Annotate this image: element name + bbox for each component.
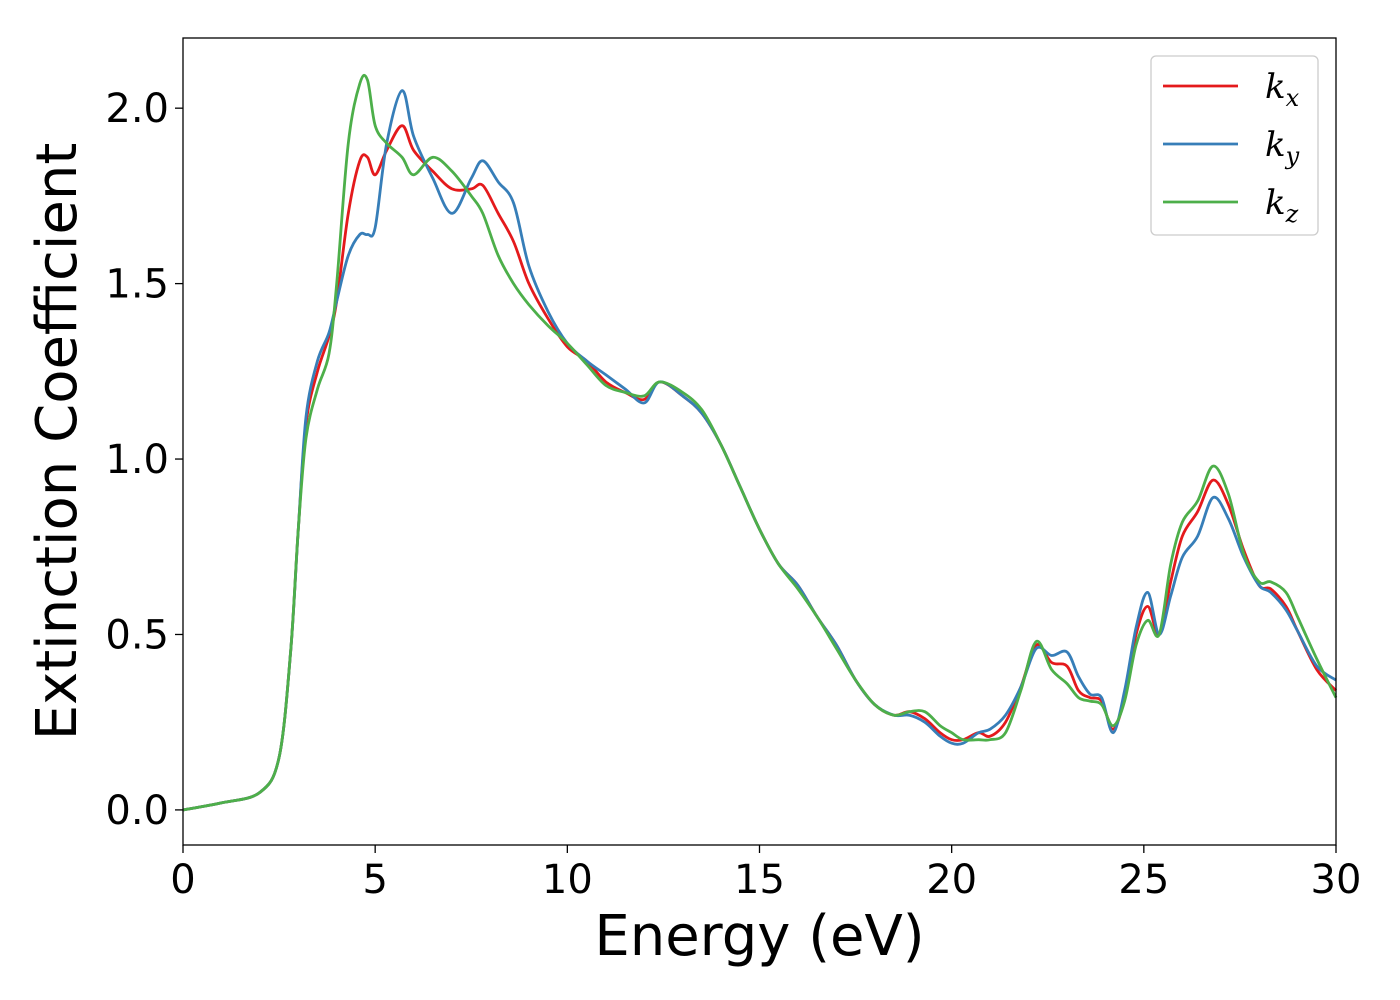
series-line-z <box>182 73 1338 812</box>
legend-label-z: kz <box>1265 183 1299 228</box>
legend-label-base: k <box>1265 125 1286 165</box>
series-layer <box>182 73 1338 812</box>
y-tick-label: 1.5 <box>105 262 169 308</box>
legend-label-x: kx <box>1265 67 1300 112</box>
x-tick-label: 15 <box>734 857 785 903</box>
x-tick-label: 5 <box>362 857 387 903</box>
legend-label-y: ky <box>1265 125 1300 170</box>
legend-label-subscript: y <box>1285 142 1300 170</box>
y-tick-label: 0.5 <box>105 612 169 658</box>
x-tick-label: 25 <box>1118 857 1169 903</box>
x-tick-label: 10 <box>542 857 593 903</box>
legend-box <box>1150 55 1319 236</box>
legend-label-subscript: x <box>1286 84 1300 112</box>
ticks-layer: 0 5 10 15 20 25 30 0.0 0.5 1.0 1.5 2.0 <box>105 86 1361 903</box>
legend-label-base: k <box>1265 183 1286 223</box>
y-axis-title: Extinction Coefficient <box>25 143 90 741</box>
y-tick-label: 0.0 <box>105 788 169 834</box>
x-tick-label: 20 <box>926 857 977 903</box>
y-tick-label: 2.0 <box>105 86 169 132</box>
x-axis-title: Energy (eV) <box>594 904 924 969</box>
x-tick-label: 30 <box>1311 857 1362 903</box>
x-tick-label: 0 <box>170 857 195 903</box>
legend-label-subscript: z <box>1285 200 1299 228</box>
y-tick-label: 1.0 <box>105 437 169 483</box>
legend-label-base: k <box>1265 67 1286 107</box>
